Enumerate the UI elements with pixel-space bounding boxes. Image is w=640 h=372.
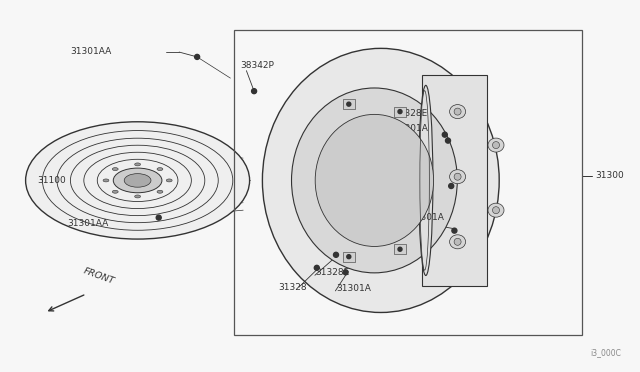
Circle shape (445, 138, 451, 143)
Circle shape (454, 173, 461, 180)
Text: 31328E: 31328E (394, 169, 428, 177)
Circle shape (398, 110, 402, 113)
Ellipse shape (26, 122, 250, 239)
Bar (394, 107, 406, 116)
Ellipse shape (103, 179, 109, 182)
Circle shape (454, 238, 461, 245)
Ellipse shape (157, 190, 163, 193)
Text: 31301AA: 31301AA (71, 47, 112, 56)
Text: 31328E: 31328E (316, 268, 350, 277)
Bar (343, 99, 355, 109)
Text: FRONT: FRONT (83, 267, 116, 286)
Bar (394, 244, 406, 254)
Circle shape (156, 215, 161, 220)
Circle shape (398, 247, 402, 251)
Circle shape (314, 265, 319, 270)
Bar (343, 252, 355, 262)
Ellipse shape (488, 138, 504, 152)
Ellipse shape (113, 168, 162, 193)
Circle shape (493, 207, 499, 214)
Ellipse shape (419, 85, 433, 276)
Circle shape (452, 228, 457, 233)
Text: 31328: 31328 (278, 283, 307, 292)
Text: i3_000C: i3_000C (590, 348, 621, 357)
Text: 31301A: 31301A (336, 284, 371, 293)
Circle shape (442, 132, 447, 137)
Circle shape (493, 142, 499, 148)
Ellipse shape (449, 235, 466, 249)
Circle shape (343, 270, 348, 275)
Text: 31328E: 31328E (394, 109, 428, 118)
Text: 31301A: 31301A (394, 124, 428, 133)
Ellipse shape (449, 170, 466, 184)
Text: 38342P: 38342P (240, 61, 274, 70)
Ellipse shape (315, 115, 434, 246)
Circle shape (454, 108, 461, 115)
Circle shape (347, 102, 351, 106)
Circle shape (333, 252, 339, 257)
Bar (234, 30, 582, 335)
Ellipse shape (488, 203, 504, 217)
Ellipse shape (157, 168, 163, 171)
Text: 31100: 31100 (37, 176, 66, 185)
Bar (422, 75, 488, 286)
Ellipse shape (166, 179, 172, 182)
Circle shape (347, 255, 351, 259)
Text: 31300: 31300 (595, 171, 624, 180)
Ellipse shape (113, 168, 118, 171)
Text: 31301A: 31301A (410, 213, 444, 222)
Ellipse shape (124, 174, 151, 187)
Ellipse shape (292, 88, 457, 273)
Text: 31301AA: 31301AA (68, 219, 109, 228)
Ellipse shape (134, 195, 141, 198)
Ellipse shape (134, 163, 141, 166)
Circle shape (449, 183, 454, 189)
Circle shape (252, 89, 257, 94)
Circle shape (195, 54, 200, 60)
Ellipse shape (113, 190, 118, 193)
Ellipse shape (262, 48, 499, 312)
Ellipse shape (449, 105, 466, 119)
